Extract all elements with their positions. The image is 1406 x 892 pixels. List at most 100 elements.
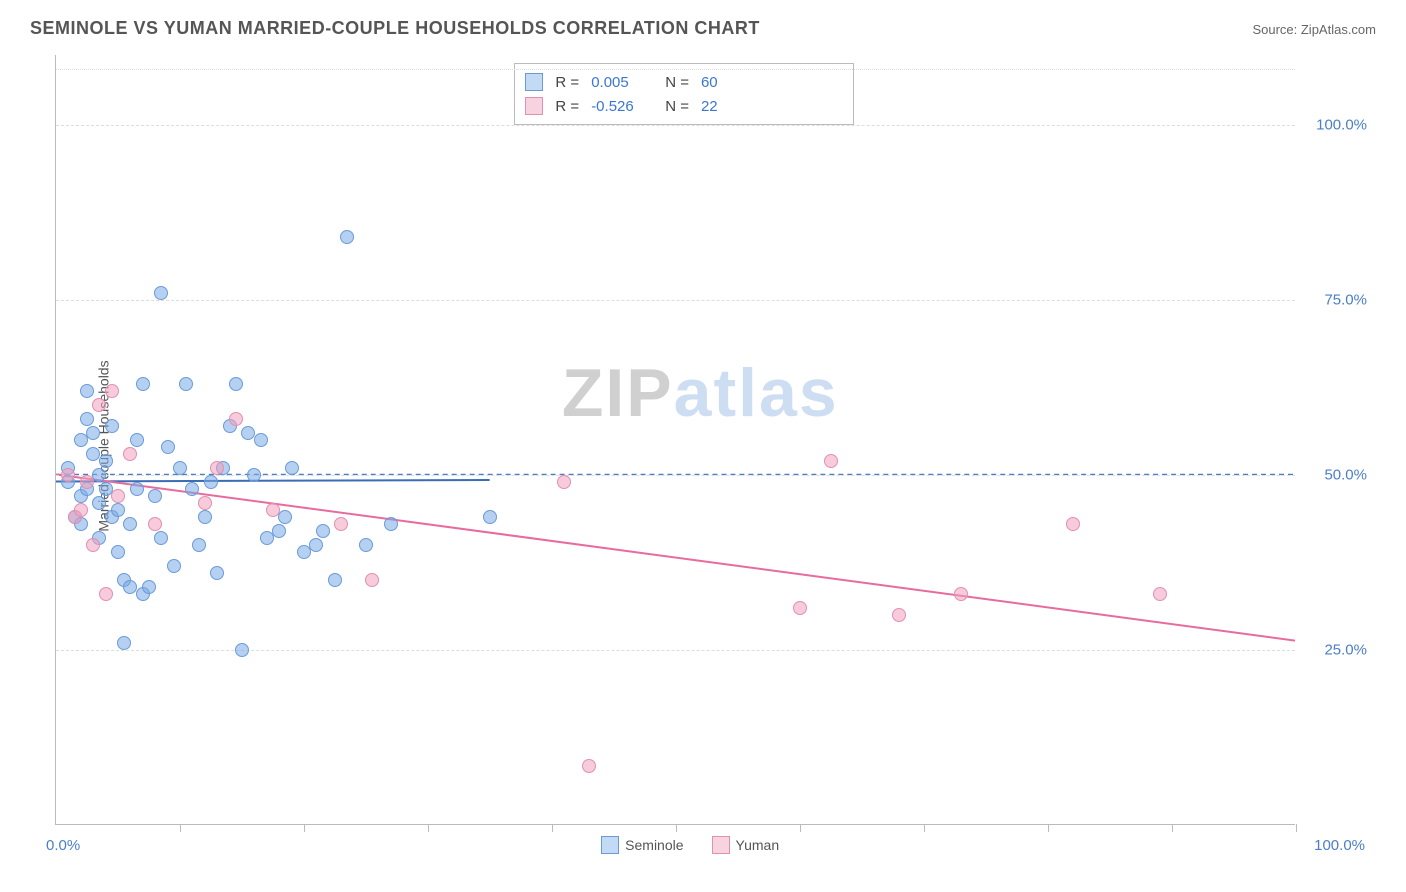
scatter-point [192,538,206,552]
scatter-point [824,454,838,468]
scatter-point [204,475,218,489]
legend-item-seminole: Seminole [601,836,683,854]
series-label: Seminole [625,837,683,853]
x-axis-max-label: 100.0% [1314,837,1365,854]
scatter-point [254,433,268,447]
scatter-point [285,461,299,475]
scatter-point [111,545,125,559]
scatter-point [266,503,280,517]
source-label: Source: [1252,22,1300,37]
swatch-icon [712,836,730,854]
swatch-icon [601,836,619,854]
scatter-point [86,426,100,440]
scatter-point [272,524,286,538]
scatter-point [557,475,571,489]
scatter-point [359,538,373,552]
legend-item-yuman: Yuman [712,836,780,854]
scatter-point [105,419,119,433]
scatter-point [1153,587,1167,601]
r-label: R = [555,74,579,91]
r-value-yuman: -0.526 [591,98,647,115]
scatter-point [92,398,106,412]
x-axis-min-label: 0.0% [46,837,80,854]
chart-title: SEMINOLE VS YUMAN MARRIED-COUPLE HOUSEHO… [30,18,760,39]
source-name: ZipAtlas.com [1301,22,1376,37]
scatter-point [198,510,212,524]
watermark-zip: ZIP [562,355,674,431]
scatter-point [210,566,224,580]
scatter-point [229,377,243,391]
scatter-point [210,461,224,475]
scatter-point [142,580,156,594]
watermark-atlas: atlas [674,355,839,431]
scatter-point [99,587,113,601]
watermark: ZIPatlas [562,354,839,432]
scatter-point [99,454,113,468]
scatter-point [229,412,243,426]
scatter-point [793,601,807,615]
scatter-point [92,468,106,482]
scatter-point [130,482,144,496]
scatter-point [892,608,906,622]
scatter-point [74,503,88,517]
scatter-point [80,475,94,489]
legend-row-yuman: R = -0.526 N = 22 [525,94,843,118]
scatter-point [365,573,379,587]
scatter-point [334,517,348,531]
scatter-point [123,447,137,461]
scatter-point [483,510,497,524]
scatter-point [123,517,137,531]
correlation-legend: R = 0.005 N = 60 R = -0.526 N = 22 [514,63,854,125]
scatter-point [161,440,175,454]
scatter-point [130,433,144,447]
scatter-point [167,559,181,573]
scatter-point [61,468,75,482]
scatter-point [111,503,125,517]
y-tick-label: 25.0% [1324,642,1367,659]
scatter-point [309,538,323,552]
scatter-point [340,230,354,244]
n-label: N = [665,98,689,115]
scatter-point [148,517,162,531]
scatter-point [179,377,193,391]
legend-row-seminole: R = 0.005 N = 60 [525,70,843,94]
scatter-point [111,489,125,503]
series-label: Yuman [736,837,780,853]
source-credit: Source: ZipAtlas.com [1252,22,1376,37]
swatch-yuman-icon [525,97,543,115]
swatch-seminole-icon [525,73,543,91]
scatter-point [154,286,168,300]
regression-lines-svg [56,55,1295,824]
scatter-point [278,510,292,524]
series-legend: Seminole Yuman [601,836,779,854]
scatter-point [148,489,162,503]
scatter-point [136,377,150,391]
scatter-point [384,517,398,531]
scatter-point [80,384,94,398]
scatter-point [173,461,187,475]
scatter-plot-area: ZIPatlas R = 0.005 N = 60 R = -0.526 N =… [55,55,1295,825]
scatter-point [185,482,199,496]
scatter-point [154,531,168,545]
scatter-point [235,643,249,657]
r-label: R = [555,98,579,115]
y-tick-label: 75.0% [1324,292,1367,309]
n-value-yuman: 22 [701,98,718,115]
scatter-point [92,496,106,510]
scatter-point [198,496,212,510]
scatter-point [80,412,94,426]
scatter-point [86,538,100,552]
scatter-point [1066,517,1080,531]
scatter-point [582,759,596,773]
scatter-point [105,384,119,398]
r-value-seminole: 0.005 [591,74,647,91]
scatter-point [328,573,342,587]
scatter-point [117,636,131,650]
scatter-point [316,524,330,538]
n-label: N = [665,74,689,91]
scatter-point [954,587,968,601]
y-tick-label: 50.0% [1324,467,1367,484]
n-value-seminole: 60 [701,74,718,91]
scatter-point [247,468,261,482]
y-tick-label: 100.0% [1316,117,1367,134]
